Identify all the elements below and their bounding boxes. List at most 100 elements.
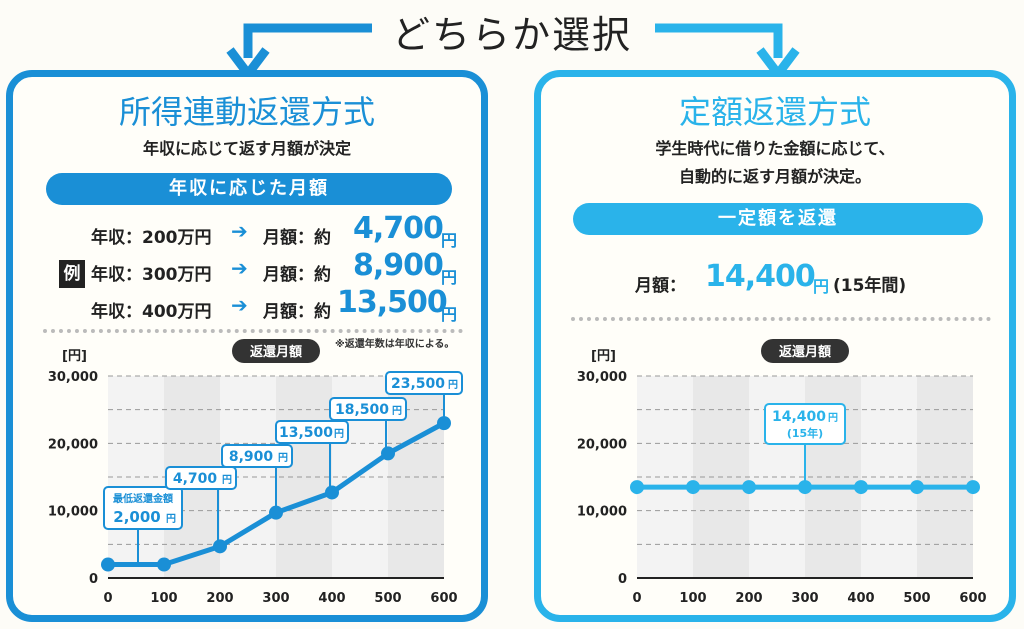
data-point (966, 480, 980, 495)
y-tick-label: 10,000 (48, 505, 98, 520)
chart-title: 返還月額 (779, 344, 831, 360)
monthly-amount: 14,400 (705, 259, 816, 294)
x-tick-label: 600 (430, 591, 457, 606)
x-tick-label: 600 (959, 591, 986, 606)
example-unit: 円 (441, 268, 458, 287)
callout-box (764, 403, 846, 445)
fixed-amount-title: 定額返還方式 (678, 93, 871, 131)
fixed-monthly: 月額： 14,400 円 (15年間) (635, 259, 935, 303)
y-axis-label: [円] (591, 349, 616, 364)
callout-unit: 円 (334, 428, 344, 440)
x-tick-label: 100 (679, 591, 706, 606)
x-tick-label: 500 (903, 591, 930, 606)
x-tick-label: 200 (206, 591, 233, 606)
example-unit: 円 (441, 305, 458, 324)
left-arrow-line (243, 23, 372, 58)
chart-title: 返還月額 (250, 344, 302, 360)
x-tick-label: 300 (262, 591, 289, 606)
monthly-label: 月額： (635, 276, 686, 296)
y-tick-label: 10,000 (577, 505, 627, 520)
callout-unit: 円 (448, 379, 458, 391)
callout-box (275, 420, 349, 444)
example-amount: 4,700 (353, 211, 444, 246)
callout-box (165, 466, 237, 490)
x-tick-label: 300 (791, 591, 818, 606)
data-point (157, 557, 171, 572)
data-point (381, 446, 395, 461)
callout-box (103, 486, 183, 530)
callout-box (221, 444, 293, 468)
x-tick-label: 0 (103, 591, 112, 606)
example-unit: 円 (441, 231, 458, 250)
right-arrow-line (655, 23, 783, 58)
data-point (101, 557, 115, 572)
data-point (686, 480, 700, 495)
data-point (854, 480, 868, 495)
callout-value: 18,500 (335, 402, 389, 418)
data-point (630, 480, 644, 495)
example-income: 年収：300万円 (91, 265, 212, 285)
y-tick-label: 30,000 (577, 370, 627, 385)
callout-value: 14,400 (772, 409, 826, 425)
y-tick-label: 30,000 (48, 370, 98, 385)
note-text: ※返還年数は年収による。 (335, 339, 455, 350)
chart-title-badge (232, 339, 320, 363)
income-based-subtitle: 年収に応じて返す月額が決定 (142, 139, 351, 158)
data-point (798, 480, 812, 495)
plot-stripe (276, 376, 332, 578)
example-row: 年収：200万円 ➔ 月額：約 4,700 円 (91, 211, 471, 251)
x-tick-label: 0 (632, 591, 641, 606)
callout-unit: 円 (278, 452, 288, 464)
fixed-amount-subtitle-1: 学生時代に借りた金額に応じて、 (655, 139, 895, 158)
arrow-right-icon: ➔ (231, 293, 248, 317)
callout-unit: 円 (392, 405, 402, 417)
selection-arrows (226, 23, 800, 80)
divider (43, 329, 463, 333)
y-tick-label: 20,000 (577, 437, 627, 452)
x-tick-label: 400 (318, 591, 345, 606)
x-tick-label: 500 (374, 591, 401, 606)
callout-unit: 円 (828, 412, 838, 424)
example-row: 年収：300万円 ➔ 月額：約 8,900 円 (91, 248, 471, 288)
y-tick-label: 0 (618, 572, 627, 587)
example-label: 月額：約 (263, 265, 331, 285)
example-income: 年収：200万円 (91, 228, 212, 248)
y-axis-label: [円] (62, 349, 87, 364)
example-label: 月額：約 (263, 228, 331, 248)
divider (571, 317, 991, 321)
y-tick-label: 0 (89, 572, 98, 587)
data-point (213, 539, 227, 554)
fixed-amount-subtitle-2: 自動的に返す月額が決定。 (678, 167, 871, 186)
data-point (437, 416, 451, 431)
fixed-amount-pill: 一定額を返還 (573, 203, 983, 235)
callout-unit: 円 (166, 513, 176, 525)
example-amount: 13,500 (337, 285, 448, 320)
arrow-right-icon: ➔ (231, 219, 248, 243)
income-based-pill: 年収に応じた月額 (46, 173, 452, 205)
header: どちらか選択 (0, 0, 1024, 80)
example-amount: 8,900 (353, 248, 444, 283)
example-income: 年収：400万円 (91, 302, 212, 322)
monthly-period: (15年間) (833, 276, 907, 296)
y-tick-label: 20,000 (48, 437, 98, 452)
callout-box (385, 371, 463, 395)
callout-value: 13,500 (279, 425, 333, 441)
x-tick-label: 200 (735, 591, 762, 606)
callout-value: 8,900 (229, 449, 274, 465)
callout-box (329, 397, 407, 421)
page-title: どちらか選択 (391, 13, 632, 57)
example-label: 月額：約 (263, 302, 331, 322)
data-point (325, 485, 339, 500)
example-badge: 例 (59, 260, 85, 288)
callout-label: 最低返還金額 (113, 492, 173, 505)
arrow-right-icon: ➔ (231, 256, 248, 280)
data-point (910, 480, 924, 495)
callout-label: (15年) (787, 426, 823, 440)
monthly-unit: 円 (813, 277, 830, 296)
callout-value: 23,500 (391, 376, 445, 392)
callout-unit: 円 (222, 474, 232, 486)
chart-title-badge (761, 339, 849, 363)
x-tick-label: 400 (847, 591, 874, 606)
callout-value: 4,700 (173, 471, 218, 487)
